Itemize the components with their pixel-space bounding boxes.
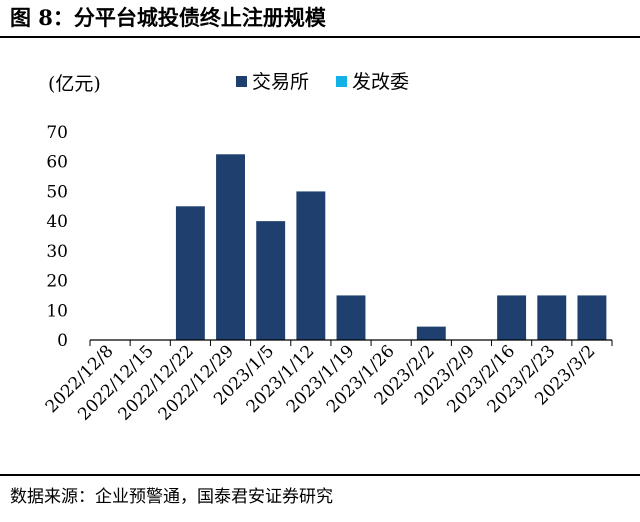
x-axis-ticks: 2022/12/82022/12/152022/12/222022/12/292…: [42, 340, 613, 425]
bar-chart: (亿元) 交易所 发改委 0 10 20 30 40 50 60 70 2022/12/8202…: [42, 71, 613, 425]
title-rule: [0, 36, 640, 38]
legend-swatch: [236, 76, 247, 87]
y-tick-label: 10: [46, 301, 68, 321]
y-tick-label: 60: [46, 153, 68, 173]
bar: [296, 191, 326, 340]
y-tick-label: 30: [46, 242, 68, 262]
y-tick-label: 70: [46, 123, 68, 143]
legend-swatch: [336, 76, 347, 87]
legend: 交易所 发改委: [236, 71, 409, 93]
source-rule: [0, 474, 640, 476]
bar: [577, 295, 607, 340]
y-axis-unit-label: (亿元): [48, 73, 101, 95]
bar: [256, 221, 286, 340]
bar: [497, 295, 527, 340]
y-tick-label: 40: [46, 212, 68, 232]
y-tick-label: 20: [46, 272, 68, 292]
y-tick-label: 0: [57, 331, 68, 351]
source-note: 数据来源：企业预警通，国泰君安证券研究: [10, 487, 333, 507]
bar: [175, 206, 205, 340]
y-axis-ticks: 0 10 20 30 40 50 60 70: [46, 123, 68, 351]
bars: [175, 154, 607, 340]
legend-label: 发改委: [352, 71, 409, 93]
bar: [216, 154, 245, 340]
y-tick-label: 50: [46, 182, 68, 202]
bar: [537, 295, 567, 340]
figure-title: 图 8：分平台城投债终止注册规模: [10, 5, 326, 30]
bar: [416, 326, 446, 340]
bar: [336, 295, 366, 340]
legend-label: 交易所: [252, 71, 309, 93]
